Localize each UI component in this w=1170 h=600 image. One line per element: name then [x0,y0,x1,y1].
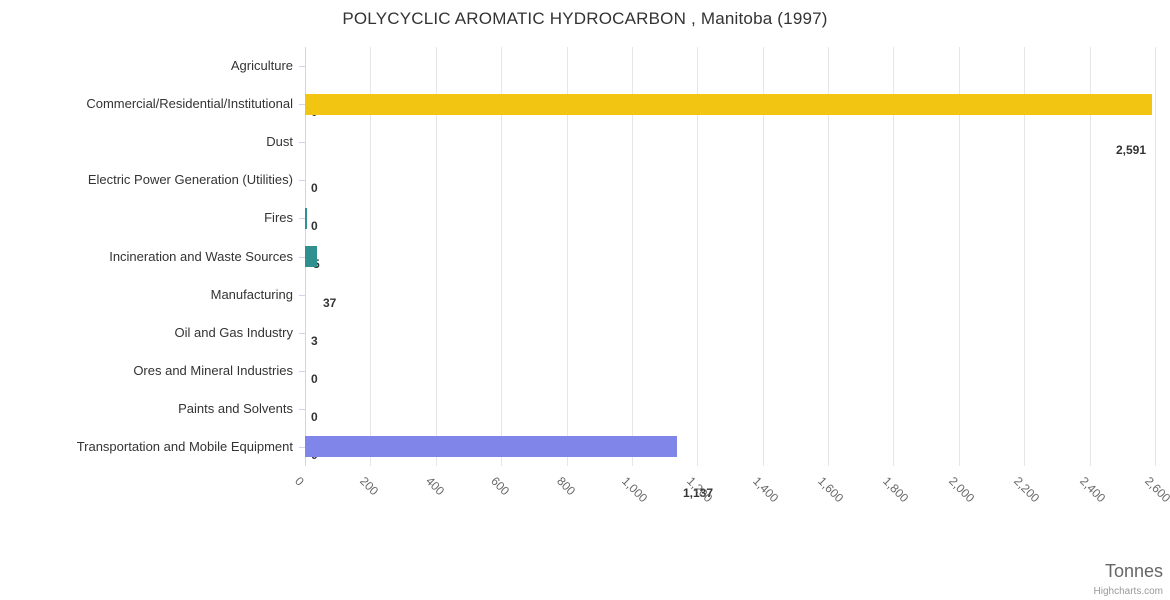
value-label-incineration-and-waste-sources: 37 [323,296,337,310]
x-axis-label-200: 200 [357,474,382,499]
gridline-1800 [893,47,894,466]
gridline-1400 [763,47,764,466]
category-label-incineration-and-waste-sources: Incineration and Waste Sources [109,249,293,264]
bar-incineration-and-waste-sources[interactable] [305,246,317,267]
x-axis-label-0: 0 [292,474,307,489]
axis-tick [299,180,305,181]
x-axis-label-1400: 1,400 [750,474,782,506]
axis-tick [299,66,305,67]
x-axis-label-2600: 2,600 [1142,474,1170,506]
chart-title: POLYCYCLIC AROMATIC HYDROCARBON , Manito… [342,9,828,28]
gridline-400 [436,47,437,466]
category-label-manufacturing: Manufacturing [210,287,293,302]
category-label-agriculture: Agriculture [230,58,293,73]
value-label-oil-and-gas-industry: 0 [311,372,318,386]
axis-tick [299,371,305,372]
x-axis-label-1800: 1,800 [880,474,912,506]
category-label-oil-and-gas-industry: Oil and Gas Industry [174,325,294,340]
axis-tick [299,295,305,296]
category-label-fires: Fires [264,210,293,225]
x-axis-label-2000: 2,000 [946,474,978,506]
gridline-200 [370,47,371,466]
gridline-1200 [697,47,698,466]
bar-transportation-and-mobile-equipment[interactable] [305,436,677,457]
value-label-dust: 0 [311,181,318,195]
gridline-2200 [1024,47,1025,466]
gridline-800 [567,47,568,466]
axis-tick [299,257,305,258]
axis-tick [299,142,305,143]
gridline-2600 [1155,47,1156,466]
x-axis-label-400: 400 [423,474,448,499]
gridline-1000 [632,47,633,466]
value-label-manufacturing: 3 [311,334,318,348]
bar-commercial-residential-institutional[interactable] [305,94,1152,115]
category-label-electric-power-generation-utilities: Electric Power Generation (Utilities) [87,172,293,187]
axis-tick [299,447,305,448]
bar-fires[interactable] [305,208,307,229]
x-axis-label-600: 600 [488,474,513,499]
axis-tick [299,218,305,219]
gridline-600 [501,47,502,466]
category-label-dust: Dust [266,134,293,149]
plot-area: 02,5910053730001,137 [305,47,1156,500]
value-label-transportation-and-mobile-equipment: 1,137 [683,486,714,500]
gridline-2000 [959,47,960,466]
x-axis-title: Tonnes [1104,561,1163,581]
value-label-ores-and-mineral-industries: 0 [311,410,318,424]
gridline-1600 [828,47,829,466]
x-axis-label-1000: 1,000 [619,474,651,506]
value-label-electric-power-generation-utilities: 0 [311,219,318,233]
x-axis-label-2400: 2,400 [1077,474,1109,506]
axis-tick [299,333,305,334]
gridline-2400 [1090,47,1091,466]
x-axis-label-1600: 1,600 [815,474,847,506]
category-label-transportation-and-mobile-equipment: Transportation and Mobile Equipment [76,439,293,454]
axis-tick [299,104,305,105]
axis-tick [299,409,305,410]
category-label-ores-and-mineral-industries: Ores and Mineral Industries [133,363,293,378]
value-label-commercial-residential-institutional: 2,591 [1115,143,1146,157]
highcharts-credit[interactable]: Highcharts.com [1093,586,1163,597]
x-axis-label-2200: 2,200 [1011,474,1043,506]
x-axis-label-800: 800 [554,474,579,499]
category-label-commercial-residential-institutional: Commercial/Residential/Institutional [86,96,293,111]
category-label-paints-and-solvents: Paints and Solvents [178,401,293,416]
